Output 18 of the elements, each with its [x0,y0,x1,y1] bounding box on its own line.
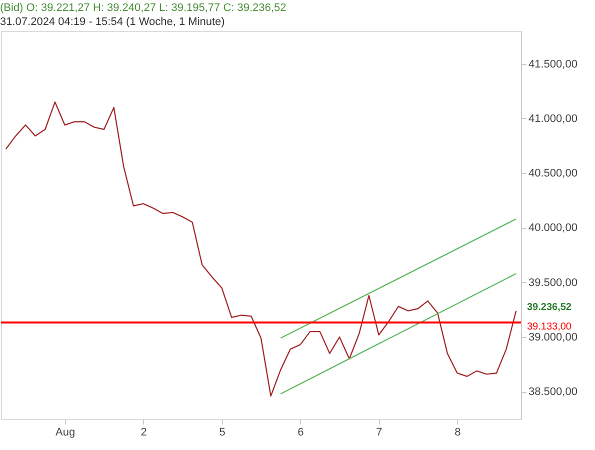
x-tick-label: 8 [454,426,461,438]
y-tick-label: 39.500,00 [528,276,578,289]
x-tick-label: 7 [376,426,382,438]
y-tick-label: 41.000,00 [528,112,578,125]
chart-title: (Bid) O: 39.221,27 H: 39.240,27 L: 39.195,77 C: 39.236,52 [0,2,286,14]
y-tick-label: 40.500,00 [528,168,578,180]
x-tick-label: 6 [298,426,304,438]
x-tick-label: Aug [55,426,76,438]
y-tick-label: 40.000,00 [528,222,578,234]
text: 39.236,52 [527,302,572,313]
line-series [5,101,517,397]
x-tick-label: 2 [140,426,147,438]
y-tick-label: 38.500,00 [528,386,578,398]
chart-subtitle: 31.07.2024 04:19 - 15:54 (1 Woche, 1 Minute) [0,16,225,28]
y-tick-label: 39.000,00 [528,332,578,344]
ref-line-label: 39.133,00 [527,321,572,332]
x-tick-label: 5 [219,426,226,438]
y-tick-label: 41.500,00 [528,58,578,70]
